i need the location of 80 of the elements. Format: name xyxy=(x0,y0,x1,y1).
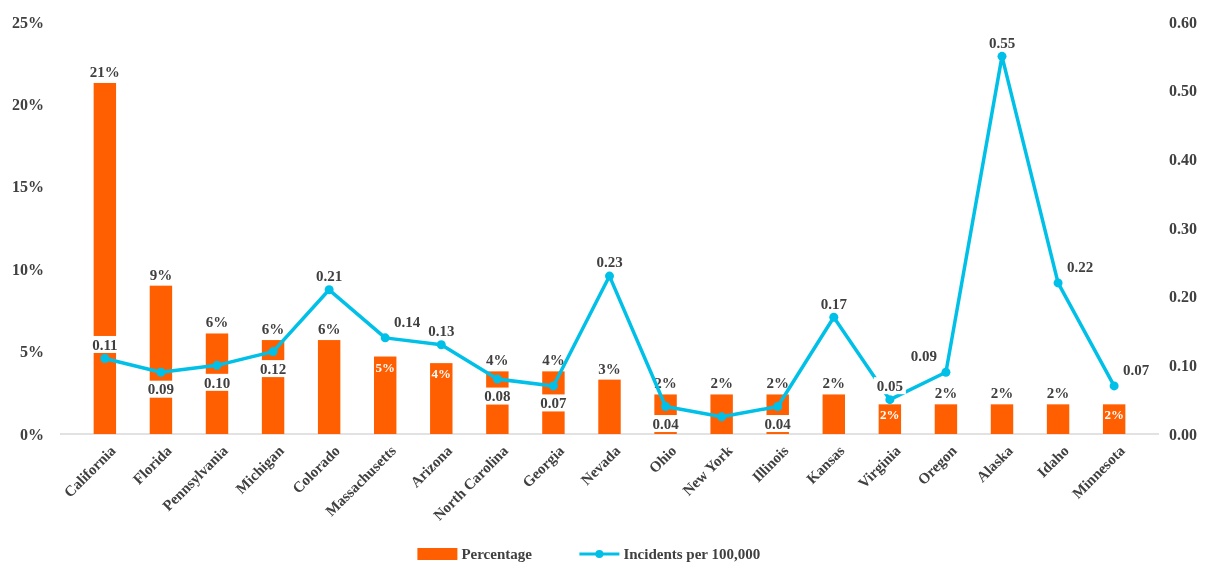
bar xyxy=(430,363,453,434)
data-label: 0.09 xyxy=(147,381,175,398)
point xyxy=(1109,381,1119,391)
data-label: 2% xyxy=(1046,385,1070,402)
data-label: 0.10 xyxy=(203,374,231,391)
data-label: 0.07 xyxy=(540,395,568,412)
data-label: 4% xyxy=(431,366,452,382)
data-label: 2% xyxy=(990,385,1014,402)
y2-tick-label: 0.10 xyxy=(1169,356,1197,374)
point xyxy=(268,347,278,357)
legend-label: Percentage xyxy=(461,546,533,563)
legend-label: Incidents per 100,000 xyxy=(623,546,761,563)
data-label: 2% xyxy=(710,375,733,392)
y-tick-label: 0% xyxy=(20,425,44,443)
data-label: 2% xyxy=(880,407,900,423)
data-label: 0.05 xyxy=(876,377,903,394)
x-tick-label: Ohio xyxy=(645,442,680,477)
data-label: 2% xyxy=(1104,407,1124,423)
y-tick-label: 5% xyxy=(20,343,44,361)
data-label: 0.12 xyxy=(259,360,287,377)
bar xyxy=(317,340,341,434)
point xyxy=(829,312,839,322)
point xyxy=(436,340,446,350)
point xyxy=(100,353,110,363)
bar xyxy=(374,356,397,434)
point xyxy=(1053,278,1063,288)
x-tick-label: New York xyxy=(679,442,736,499)
bar xyxy=(990,404,1014,434)
bar xyxy=(934,404,958,434)
point xyxy=(212,360,222,370)
y-tick-label: 10% xyxy=(12,260,44,278)
y-tick-label: 15% xyxy=(12,178,44,196)
data-label: 6% xyxy=(205,314,229,331)
point xyxy=(773,402,783,412)
point xyxy=(997,51,1007,61)
data-label: 0.13 xyxy=(428,322,455,339)
data-label: 3% xyxy=(598,360,621,377)
data-label: 0.11 xyxy=(92,336,118,353)
data-label: 0.22 xyxy=(1066,259,1094,276)
y-tick-label: 20% xyxy=(12,96,44,113)
data-label: 6% xyxy=(317,321,341,338)
point xyxy=(605,271,614,281)
data-label: 0.17 xyxy=(820,295,848,312)
data-label: 9% xyxy=(149,266,173,283)
bar xyxy=(598,379,621,434)
point xyxy=(548,381,558,391)
bar xyxy=(1046,404,1070,434)
data-label: 2% xyxy=(934,385,958,402)
y2-tick-label: 0.40 xyxy=(1169,150,1197,168)
data-label: 0.21 xyxy=(316,268,343,285)
data-label: 4% xyxy=(486,352,509,369)
point xyxy=(324,285,334,295)
bar xyxy=(93,82,117,434)
y2-tick-label: 0.30 xyxy=(1169,219,1197,237)
bar xyxy=(822,394,845,434)
data-label: 0.04 xyxy=(764,415,792,432)
y2-tick-label: 0.20 xyxy=(1169,288,1197,306)
point xyxy=(885,395,895,405)
y2-tick-label: 0.60 xyxy=(1169,13,1197,31)
point xyxy=(941,367,951,377)
y2-tick-label: 0.50 xyxy=(1169,82,1197,100)
data-label: 5% xyxy=(375,359,395,375)
data-label: 0.04 xyxy=(652,415,680,432)
data-label: 0.55 xyxy=(988,34,1016,51)
data-label: 0.07 xyxy=(1123,362,1150,379)
data-label: 6% xyxy=(261,321,285,338)
y-tick-label: 25% xyxy=(12,13,44,31)
data-label: 2% xyxy=(766,375,789,392)
point xyxy=(661,402,671,412)
point xyxy=(156,367,166,377)
data-label: 0.08 xyxy=(484,388,511,405)
point xyxy=(492,374,502,384)
data-label: 0.23 xyxy=(596,254,623,271)
y2-tick-label: 0.00 xyxy=(1169,425,1197,443)
point xyxy=(380,333,390,343)
data-label: 0.14 xyxy=(394,314,421,331)
data-label: 21% xyxy=(89,63,120,80)
data-label: 4% xyxy=(542,352,565,369)
data-label: 2% xyxy=(822,375,846,392)
data-label: 0.09 xyxy=(910,348,938,365)
